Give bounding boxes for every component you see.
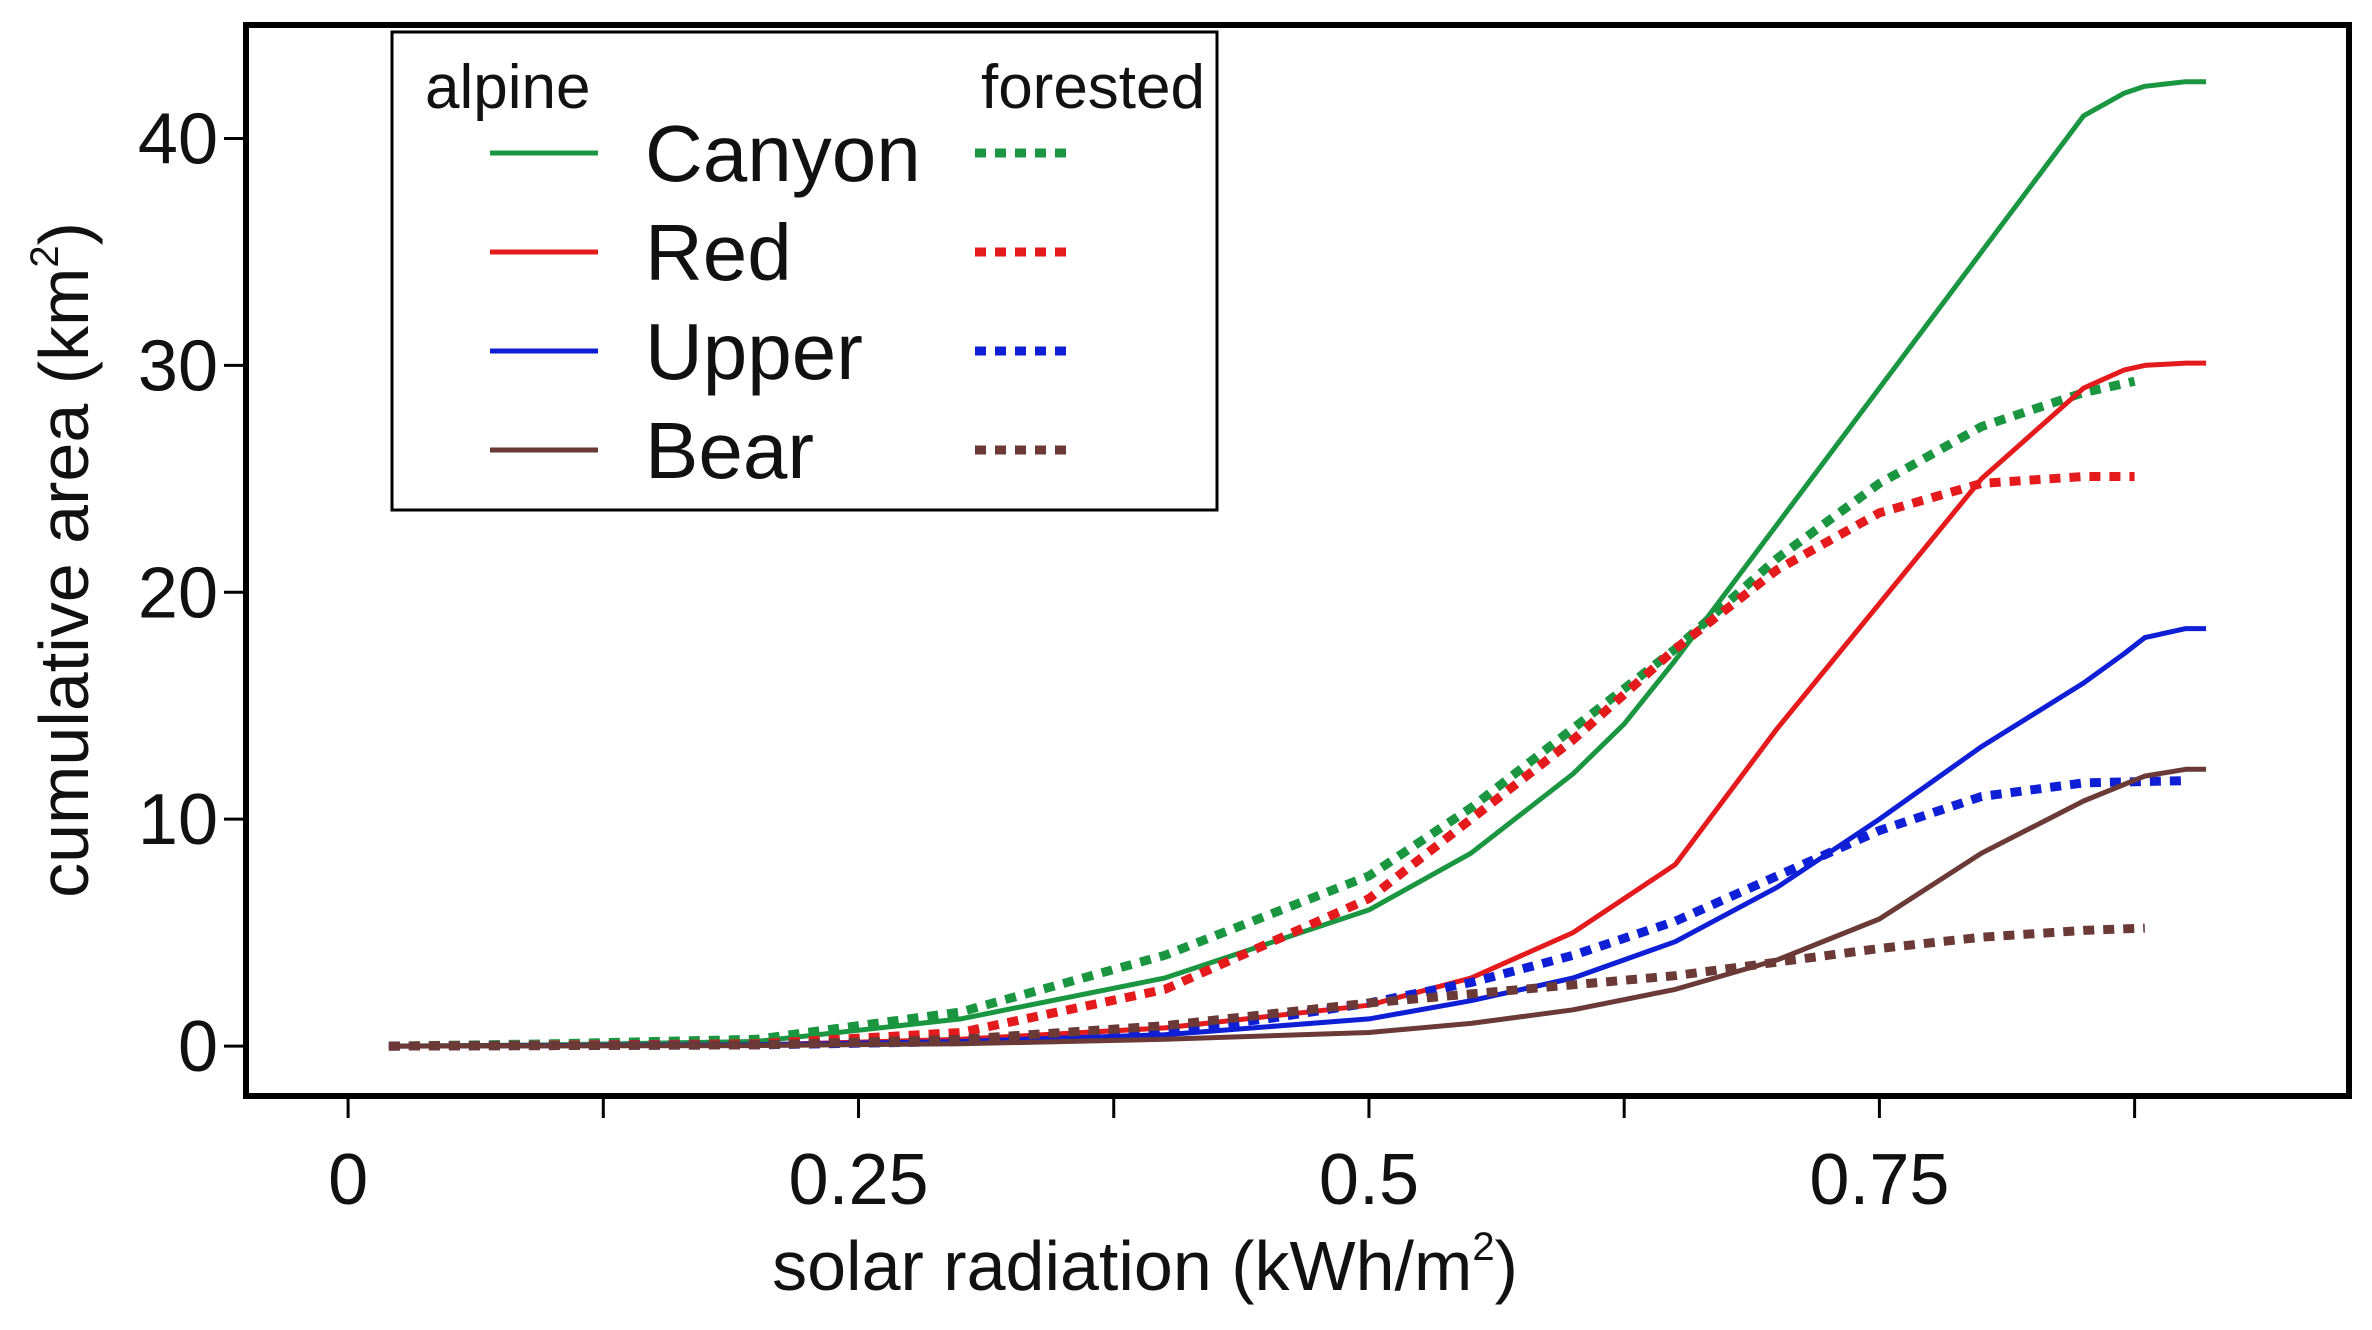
series-red-forested <box>388 472 2135 1051</box>
legend-box <box>390 30 1219 512</box>
y-axis-ticks: 0 10 20 30 40 <box>138 99 246 1087</box>
y-tick-label-1: 10 <box>138 780 218 860</box>
series-upper-alpine <box>388 626 2207 1049</box>
y-tick-label-0: 0 <box>178 1007 218 1087</box>
legend: alpine forested Canyon Red Upper Bear <box>390 30 1219 512</box>
y-axis-title-end: ) <box>25 222 103 245</box>
x-tick-label-0: 0 <box>328 1140 368 1220</box>
series-bear-forested <box>388 923 2145 1051</box>
x-tick-label-3: 0.75 <box>1809 1140 1949 1220</box>
y-tick-label-4: 40 <box>138 99 218 179</box>
legend-entries: Canyon Red Upper Bear <box>490 109 1075 495</box>
plot-frame <box>243 22 2352 1099</box>
legend-header-alpine: alpine <box>425 53 590 122</box>
series-red-alpine <box>388 360 2207 1049</box>
legend-label-bear: Bear <box>645 406 814 495</box>
y-axis-title-text: cumulative area (km <box>25 268 103 898</box>
legend-label-upper: Upper <box>645 307 863 396</box>
y-axis-title: cumulative area (km2) <box>23 222 103 898</box>
series-lines <box>388 79 2207 1051</box>
x-axis-ticks: 0 0.25 0.5 0.75 <box>328 1096 2137 1220</box>
x-axis-title-sup: 2 <box>1472 1225 1494 1269</box>
legend-header-forested: forested <box>981 53 1205 122</box>
legend-label-red: Red <box>645 208 792 297</box>
y-axis-title-sup: 2 <box>23 245 67 267</box>
x-tick-label-1: 0.25 <box>788 1140 928 1220</box>
x-axis-title-end: ) <box>1495 1227 1518 1305</box>
legend-label-canyon: Canyon <box>645 109 921 198</box>
series-canyon-alpine <box>388 79 2207 1049</box>
y-tick-label-3: 30 <box>138 326 218 406</box>
series-upper-forested <box>388 776 2186 1051</box>
x-axis-title: solar radiation (kWh/m2) <box>772 1225 1518 1305</box>
x-tick-label-2: 0.5 <box>1319 1140 1419 1220</box>
y-tick-label-2: 20 <box>138 553 218 633</box>
series-canyon-forested <box>388 376 2136 1051</box>
series-bear-alpine <box>388 766 2207 1049</box>
x-axis-title-text: solar radiation (kWh/m <box>772 1227 1472 1305</box>
